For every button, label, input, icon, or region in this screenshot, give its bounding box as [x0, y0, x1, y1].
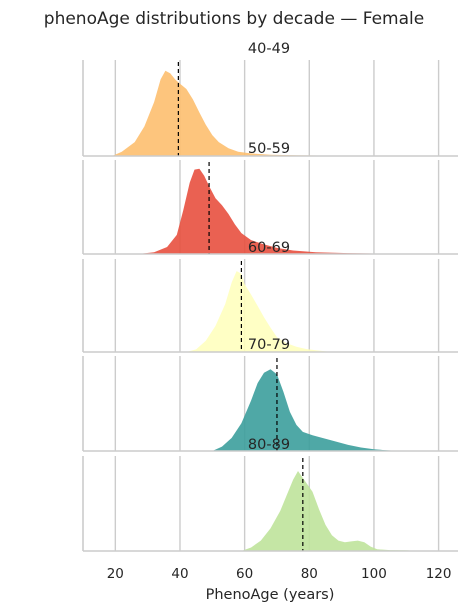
facet-label: 40-49 — [248, 41, 290, 57]
density-ridge — [112, 70, 413, 156]
x-tick-label: 60 — [236, 566, 253, 582]
x-tick-label: 80 — [301, 566, 318, 582]
chart-title: phenoAge distributions by decade — Femal… — [44, 9, 424, 29]
panel-70-79: 70-79 — [82, 337, 458, 452]
density-ridge — [138, 168, 413, 254]
density-ridge — [241, 471, 420, 551]
x-tick-label: 100 — [361, 566, 387, 582]
x-axis-label: PhenoAge (years) — [206, 587, 335, 603]
x-tick-label: 20 — [107, 566, 124, 582]
panel-80-89: 80-89 — [82, 437, 458, 552]
density-ridge — [186, 271, 332, 352]
panel-60-69: 60-69 — [82, 240, 458, 353]
density-ridge — [212, 369, 400, 451]
facet-label: 60-69 — [248, 240, 290, 256]
facet-label: 50-59 — [248, 141, 290, 157]
x-tick-label: 120 — [426, 566, 452, 582]
panel-50-59: 50-59 — [82, 141, 458, 255]
facet-label: 70-79 — [248, 337, 290, 353]
facet-label: 80-89 — [248, 437, 290, 453]
panels-layer: 40-49 50-59 60-69 70-79 80-89 — [82, 41, 458, 552]
x-tick-label: 40 — [171, 566, 188, 582]
x-axis: 20 40 60 80 100 120 — [107, 566, 452, 582]
panel-40-49: 40-49 — [82, 41, 458, 157]
